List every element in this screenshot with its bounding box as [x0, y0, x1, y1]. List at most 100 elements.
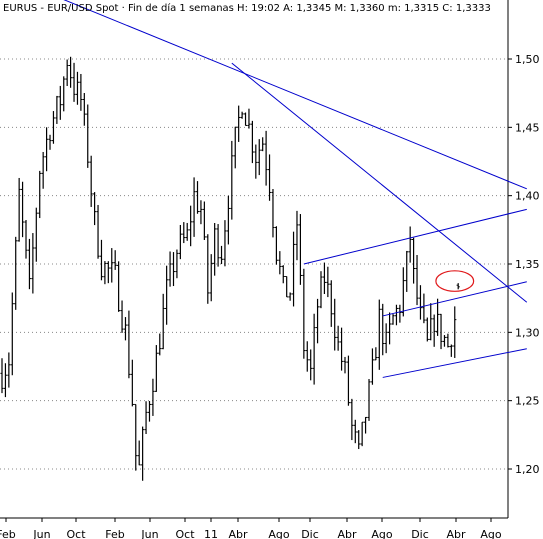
x-tick-label: Feb — [0, 528, 16, 539]
price-bar — [17, 177, 21, 242]
price-bar — [336, 325, 340, 351]
price-bar — [230, 140, 234, 220]
price-bar — [439, 313, 443, 350]
price-bar — [151, 378, 155, 416]
x-tick-label: Abr — [228, 528, 248, 539]
price-bar — [213, 222, 217, 276]
grid-lines — [0, 58, 508, 470]
x-tick-label: Ago — [268, 528, 290, 539]
x-tick-label: Oct — [175, 528, 195, 539]
price-bar — [117, 261, 121, 312]
price-bar — [79, 73, 83, 111]
price-bar — [240, 111, 244, 119]
price-bar — [415, 255, 419, 306]
price-bar — [346, 355, 351, 406]
price-bar — [168, 251, 172, 287]
price-bar — [261, 137, 265, 152]
x-tick-label: Jun — [140, 528, 158, 539]
price-bar — [82, 93, 86, 126]
price-bar — [199, 200, 203, 225]
price-bar — [278, 251, 282, 275]
price-bar — [14, 236, 18, 310]
price-bar — [295, 210, 299, 261]
y-axis-ticks: 1,20 1,25 1,30 1,35 1,40 1,45 1,50 — [508, 53, 540, 476]
price-bar — [271, 189, 275, 238]
trendline — [303, 208, 527, 265]
price-bar — [243, 112, 248, 126]
price-bar — [274, 226, 278, 265]
price-bar — [182, 222, 186, 244]
price-bar — [158, 333, 162, 356]
price-bar — [405, 250, 409, 292]
price-bar — [38, 170, 42, 219]
price-bar — [350, 398, 354, 441]
price-bar — [322, 262, 327, 295]
price-bar — [384, 323, 388, 354]
price-bar — [110, 248, 114, 283]
price-bar — [250, 120, 254, 164]
price-bar — [391, 314, 395, 325]
price-bar — [106, 261, 110, 284]
price-bar — [48, 134, 52, 150]
price-bar — [422, 293, 426, 324]
price-bar — [412, 237, 416, 284]
price-bar — [24, 220, 28, 259]
price-bar — [233, 126, 237, 169]
trendline — [382, 348, 527, 378]
price-bar — [41, 151, 45, 189]
price-bar — [86, 104, 90, 168]
price-bar — [312, 313, 316, 385]
price-bar — [370, 348, 375, 385]
price-bar — [449, 344, 453, 357]
price-bar — [219, 245, 224, 265]
price-bar — [10, 292, 14, 376]
price-bar — [360, 421, 364, 447]
price-bar — [58, 85, 62, 120]
y-tick-label: 1,30 — [515, 326, 540, 339]
price-bar — [113, 250, 117, 270]
price-bar — [453, 306, 457, 358]
price-bar — [27, 238, 32, 290]
price-bar — [247, 108, 251, 129]
price-bar — [137, 440, 141, 466]
price-bar — [7, 352, 11, 388]
price-bar — [302, 268, 306, 359]
x-tick-label: Abr — [446, 528, 466, 539]
price-bar — [339, 327, 344, 371]
price-bar — [381, 303, 385, 356]
trendline — [382, 281, 527, 317]
price-bar — [353, 419, 357, 444]
trendline — [63, 0, 527, 190]
price-bar — [254, 144, 258, 179]
price-bar — [51, 111, 56, 144]
price-bar — [178, 224, 182, 260]
price-bar — [288, 292, 292, 301]
price-bar — [418, 285, 423, 320]
price-bar — [65, 59, 69, 87]
x-axis-ticks: Feb Jun Oct Feb Jun Oct 11 Abr Ago Dic Abr Ago Dic Ab… — [0, 518, 502, 539]
price-bar — [34, 207, 38, 262]
price-bar — [343, 356, 347, 374]
price-bar — [291, 231, 296, 307]
price-bar — [264, 130, 268, 186]
price-bar — [305, 341, 309, 372]
price-bar — [99, 239, 104, 281]
price-bar — [147, 401, 152, 422]
price-bar — [425, 317, 429, 342]
price-bar — [123, 317, 128, 341]
price-bar — [134, 403, 138, 471]
price-bar — [298, 214, 303, 285]
price-bar — [141, 426, 145, 481]
price-bar — [387, 312, 392, 345]
y-tick-label: 1,35 — [515, 258, 540, 271]
price-bar — [195, 181, 200, 214]
price-bar — [333, 298, 337, 351]
price-bar — [285, 275, 289, 298]
price-bar — [44, 127, 49, 172]
price-bar — [165, 265, 169, 325]
price-bar — [189, 205, 193, 247]
price-bar — [154, 345, 158, 392]
price-bar — [206, 234, 210, 304]
price-bar — [69, 56, 73, 88]
price-bar — [89, 155, 93, 207]
